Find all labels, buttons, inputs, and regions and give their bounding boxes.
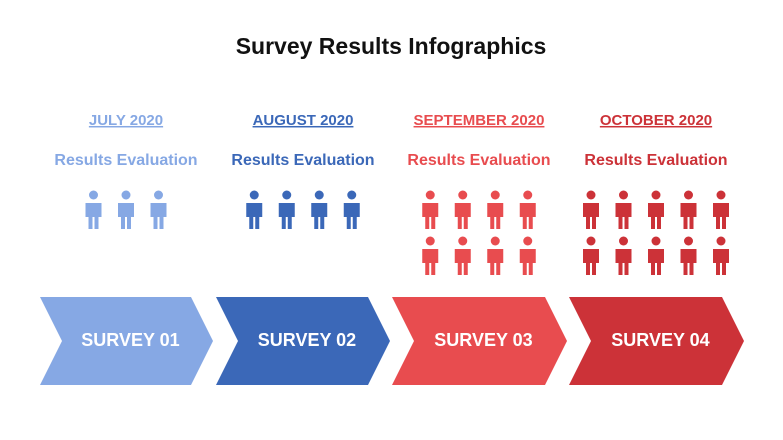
- person-body: [615, 203, 632, 229]
- person-body: [648, 249, 664, 275]
- person-body: [519, 203, 536, 229]
- month-label: AUGUST 2020: [253, 112, 354, 129]
- survey-label: SURVEY 03: [434, 330, 532, 350]
- person-body: [648, 203, 664, 229]
- person-body: [713, 203, 729, 229]
- person-body: [422, 203, 439, 229]
- person-icon: [487, 236, 504, 275]
- person-icon: [278, 190, 295, 229]
- person-head: [347, 190, 357, 200]
- person-icon: [422, 236, 439, 275]
- person-icon: [648, 190, 664, 229]
- subtitle: Results Evaluation: [231, 152, 374, 169]
- person-body: [422, 249, 439, 275]
- month-label: SEPTEMBER 2020: [414, 112, 545, 129]
- person-body: [680, 203, 697, 229]
- person-icon: [422, 190, 439, 229]
- person-icon: [343, 190, 360, 229]
- person-icon: [519, 236, 536, 275]
- person-body: [278, 203, 295, 229]
- person-head: [249, 190, 259, 200]
- person-body: [615, 249, 632, 275]
- person-body: [713, 249, 729, 275]
- person-head: [619, 190, 628, 200]
- title: Survey Results Infographics: [236, 33, 547, 59]
- person-body: [85, 203, 102, 229]
- subtitle: Results Evaluation: [54, 152, 197, 169]
- person-head: [684, 236, 693, 246]
- person-head: [716, 236, 726, 246]
- person-head: [651, 190, 661, 200]
- person-icon: [454, 190, 471, 229]
- survey-arrow: [216, 297, 390, 385]
- person-icon: [680, 190, 697, 229]
- person-head: [89, 190, 98, 200]
- person-body: [680, 249, 697, 275]
- person-icon: [85, 190, 102, 229]
- person-icon: [648, 236, 664, 275]
- person-head: [523, 236, 533, 246]
- person-icon: [583, 190, 599, 229]
- survey-arrow: [40, 297, 213, 385]
- person-icon: [713, 190, 729, 229]
- person-body: [583, 249, 599, 275]
- person-head: [684, 190, 693, 200]
- survey-arrow: [569, 297, 744, 385]
- person-body: [487, 203, 504, 229]
- person-icon: [150, 190, 167, 229]
- survey-arrow: [392, 297, 567, 385]
- person-icon: [713, 236, 729, 275]
- survey-label: SURVEY 02: [258, 330, 356, 350]
- person-body: [519, 249, 536, 275]
- person-head: [425, 236, 435, 246]
- person-icon: [583, 236, 599, 275]
- month-label: OCTOBER 2020: [600, 112, 712, 129]
- person-head: [586, 190, 596, 200]
- person-head: [425, 190, 435, 200]
- person-body: [487, 249, 504, 275]
- person-head: [523, 190, 533, 200]
- person-body: [343, 203, 360, 229]
- month-label: JULY 2020: [89, 112, 163, 129]
- person-body: [118, 203, 134, 229]
- person-head: [282, 190, 292, 200]
- person-icon: [615, 190, 632, 229]
- survey-label: SURVEY 01: [81, 330, 179, 350]
- person-icon: [519, 190, 536, 229]
- person-body: [311, 203, 328, 229]
- person-icon: [680, 236, 697, 275]
- person-icon: [487, 190, 504, 229]
- person-body: [150, 203, 167, 229]
- person-head: [651, 236, 661, 246]
- person-body: [246, 203, 263, 229]
- person-body: [454, 203, 471, 229]
- subtitle: Results Evaluation: [407, 152, 550, 169]
- person-head: [154, 190, 163, 200]
- person-head: [490, 190, 500, 200]
- survey-label: SURVEY 04: [611, 330, 709, 350]
- subtitle: Results Evaluation: [584, 152, 727, 169]
- person-head: [458, 236, 468, 246]
- person-icon: [615, 236, 632, 275]
- person-body: [583, 203, 599, 229]
- person-head: [716, 190, 726, 200]
- person-head: [121, 190, 131, 200]
- person-head: [619, 236, 628, 246]
- person-head: [490, 236, 500, 246]
- person-body: [454, 249, 471, 275]
- person-head: [458, 190, 468, 200]
- person-icon: [311, 190, 328, 229]
- person-head: [314, 190, 324, 200]
- person-icon: [454, 236, 471, 275]
- person-icon: [246, 190, 263, 229]
- person-head: [586, 236, 596, 246]
- person-icon: [118, 190, 134, 229]
